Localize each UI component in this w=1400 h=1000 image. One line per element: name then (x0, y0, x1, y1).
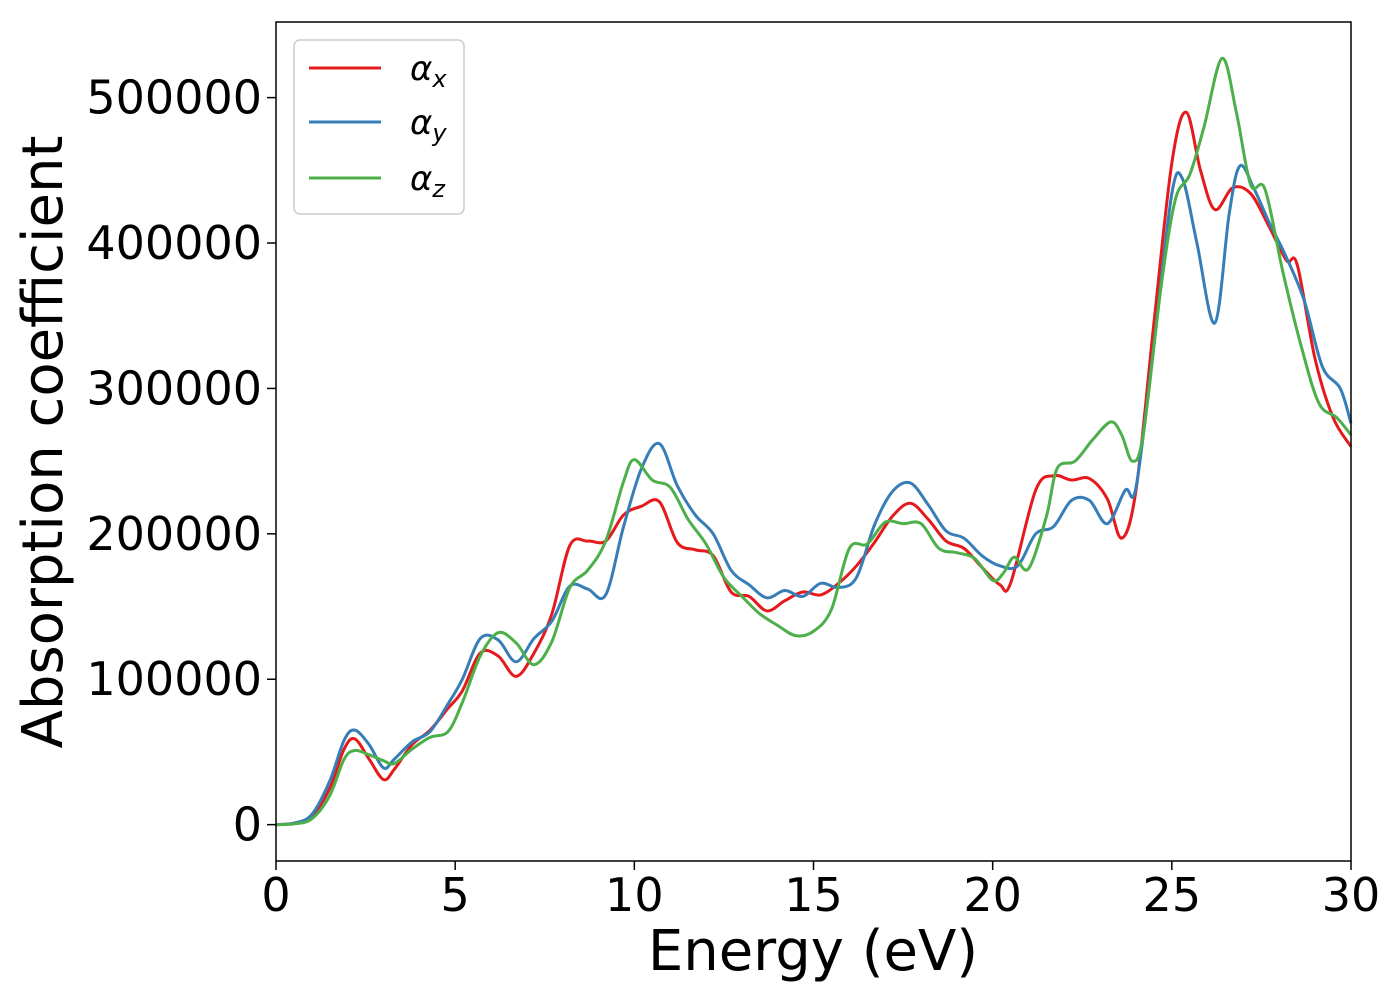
x-tick-label: 10 (605, 868, 664, 922)
series-line-z (275, 56, 1353, 827)
series-line-x (275, 110, 1353, 827)
legend-label-x: αx (410, 49, 447, 93)
series-line-y (275, 163, 1353, 827)
y-tick-label: 400000 (86, 216, 262, 270)
series-lines (275, 56, 1353, 827)
x-tick-label: 20 (963, 868, 1022, 922)
y-tick-label: 0 (233, 798, 262, 852)
x-tick-label: 30 (1322, 868, 1381, 922)
x-tick-label: 25 (1143, 868, 1202, 922)
y-tick-label: 300000 (86, 361, 262, 415)
plot-frame (275, 21, 1352, 862)
y-tick-label: 200000 (86, 507, 262, 561)
x-axis-label: Energy (eV) (648, 919, 978, 984)
x-tick-label: 15 (784, 868, 843, 922)
x-tick-label: 5 (441, 868, 470, 922)
x-tick-label: 0 (261, 868, 290, 922)
y-tick-label: 500000 (86, 71, 262, 125)
legend-label-y: αy (410, 103, 447, 147)
y-tick-label: 100000 (86, 652, 262, 706)
legend-box (293, 39, 465, 215)
axis-ticks: 0 5 10 15 20 25 30 0 100000 200000 300000 400000 500… (86, 71, 1380, 922)
legend-label-z: αz (410, 159, 446, 203)
legend: αx αy αz (293, 39, 465, 215)
y-axis-label: Absorption coefficient (11, 136, 76, 749)
